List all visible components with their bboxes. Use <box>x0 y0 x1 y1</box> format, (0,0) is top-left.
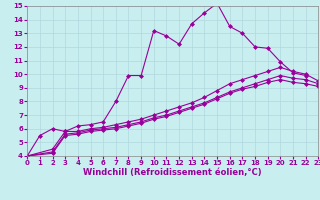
X-axis label: Windchill (Refroidissement éolien,°C): Windchill (Refroidissement éolien,°C) <box>84 168 262 177</box>
